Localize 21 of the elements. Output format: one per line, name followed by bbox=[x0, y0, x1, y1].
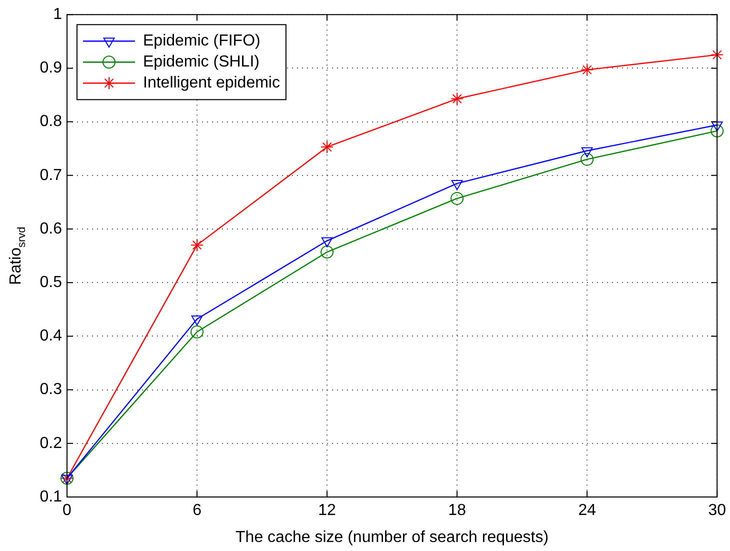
y-tick-label: 1 bbox=[53, 6, 62, 24]
y-tick-label: 0.4 bbox=[40, 328, 62, 345]
x-tick-label: 24 bbox=[578, 502, 596, 520]
y-tick-label: 0.6 bbox=[40, 220, 62, 238]
y-tick-label: 0.1 bbox=[40, 488, 62, 506]
x-tick-label: 0 bbox=[62, 502, 72, 520]
x-tick-label: 30 bbox=[708, 502, 726, 520]
legend-label: Intelligent epidemic bbox=[143, 74, 280, 92]
y-tick-label: 0.7 bbox=[40, 166, 62, 184]
y-tick-label: 0.9 bbox=[40, 60, 62, 77]
legend-label: Epidemic (FIFO) bbox=[143, 32, 260, 50]
x-tick-label: 12 bbox=[318, 502, 336, 520]
legend-label: Epidemic (SHLI) bbox=[143, 54, 260, 71]
y-tick-label: 0.3 bbox=[40, 381, 62, 398]
y-tick-label: 0.5 bbox=[40, 274, 62, 292]
x-tick-label: 6 bbox=[192, 502, 202, 520]
y-axis-title: Ratiosrvd bbox=[7, 226, 28, 285]
x-axis-title: The cache size (number of search requests) bbox=[236, 528, 549, 546]
y-tick-label: 0.2 bbox=[40, 434, 62, 452]
x-tick-label: 18 bbox=[448, 502, 466, 520]
y-tick-label: 0.8 bbox=[40, 113, 62, 130]
